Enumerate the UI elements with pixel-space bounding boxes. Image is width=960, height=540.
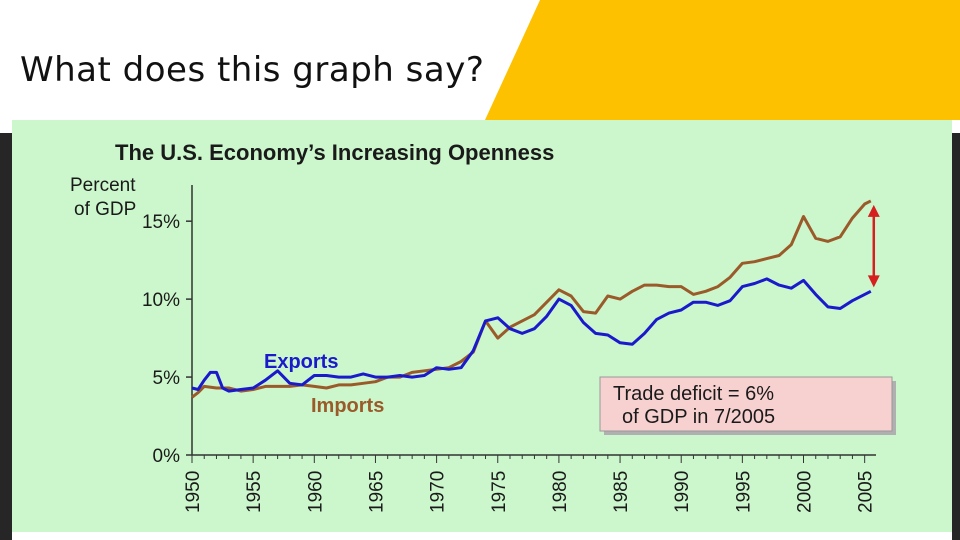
x-tick-label: 1995 bbox=[733, 471, 754, 513]
y-tick-label: 10% bbox=[142, 290, 180, 311]
openness-chart: The U.S. Economy’s Increasing Openness P… bbox=[70, 140, 896, 513]
x-tick-label: 1960 bbox=[305, 471, 326, 513]
chart-title: The U.S. Economy’s Increasing Openness bbox=[115, 140, 554, 165]
left-dark-bar bbox=[0, 133, 12, 540]
y-tick-label: 5% bbox=[153, 368, 181, 389]
x-tick-label: 1970 bbox=[428, 471, 449, 513]
x-tick-label: 2000 bbox=[795, 471, 816, 513]
x-tick-label: 1950 bbox=[183, 471, 204, 513]
right-dark-bar bbox=[952, 133, 960, 540]
chart-panel: The U.S. Economy’s Increasing Openness P… bbox=[12, 120, 952, 532]
imports-series-label: Imports bbox=[311, 395, 384, 417]
slide-title: What does this graph say? bbox=[20, 50, 485, 90]
series-line-imports bbox=[191, 199, 872, 399]
x-tick-label: 1965 bbox=[366, 471, 387, 513]
x-tick-label: 1985 bbox=[611, 471, 632, 513]
x-tick-label: 1990 bbox=[672, 471, 693, 513]
x-tick-label: 2005 bbox=[856, 471, 877, 513]
x-tick-label: 1980 bbox=[550, 471, 571, 513]
series-line-exports bbox=[191, 277, 872, 393]
y-axis-label-line1: Percent bbox=[70, 175, 136, 196]
x-tick-label: 1955 bbox=[244, 471, 265, 513]
y-tick-label: 0% bbox=[153, 446, 181, 467]
deficit-arrow-head-bottom bbox=[867, 275, 880, 288]
x-tick-label: 1975 bbox=[489, 471, 510, 513]
accent-banner bbox=[485, 0, 960, 120]
trade-deficit-callout: Trade deficit = 6% of GDP in 7/2005 bbox=[599, 376, 896, 435]
callout-line2: of GDP in 7/2005 bbox=[622, 406, 775, 428]
callout-line1: Trade deficit = 6% bbox=[613, 383, 774, 405]
y-tick-label: 15% bbox=[142, 212, 180, 233]
callout-box bbox=[599, 376, 893, 432]
exports-series-label: Exports bbox=[264, 351, 338, 373]
deficit-arrow-head-top bbox=[867, 204, 880, 217]
y-axis-label-line2: of GDP bbox=[74, 199, 136, 220]
